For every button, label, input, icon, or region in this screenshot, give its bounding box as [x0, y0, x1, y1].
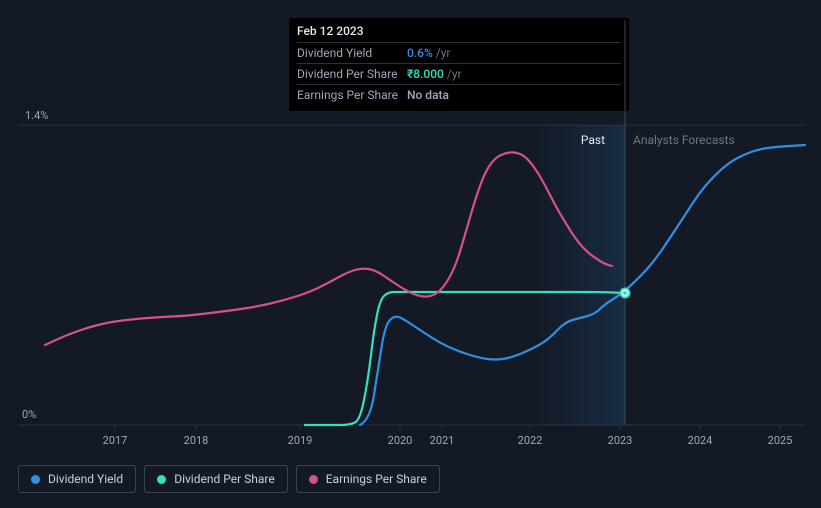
x-axis-tick: 2017 [103, 434, 128, 447]
x-axis-tick: 2021 [430, 434, 455, 447]
legend-swatch [31, 475, 40, 484]
legend-dividend-yield[interactable]: Dividend Yield [18, 465, 136, 493]
legend-swatch [309, 475, 318, 484]
forecast-region-label: Analysts Forecasts [633, 133, 735, 147]
x-axis-tick: 2018 [184, 434, 209, 447]
x-axis-tick: 2020 [388, 434, 413, 447]
x-axis-tick: 2019 [288, 434, 313, 447]
legend-label: Dividend Yield [48, 472, 123, 486]
legend-label: Earnings Per Share [326, 472, 427, 486]
y-axis-max-label: 1.4% [25, 109, 48, 122]
y-axis-min-label: 0% [22, 408, 36, 421]
x-axis-tick: 2022 [518, 434, 543, 447]
x-axis-tick: 2025 [768, 434, 793, 447]
x-axis-tick: 2023 [608, 434, 633, 447]
x-axis-tick: 2024 [688, 434, 713, 447]
past-region-label: Past [581, 133, 605, 147]
legend-earnings-per-share[interactable]: Earnings Per Share [296, 465, 440, 493]
legend-dividend-per-share[interactable]: Dividend Per Share [144, 465, 288, 493]
legend-swatch [157, 475, 166, 484]
line-chart [0, 0, 821, 455]
legend-label: Dividend Per Share [174, 472, 275, 486]
chart-legend: Dividend Yield Dividend Per Share Earnings… [18, 465, 440, 493]
